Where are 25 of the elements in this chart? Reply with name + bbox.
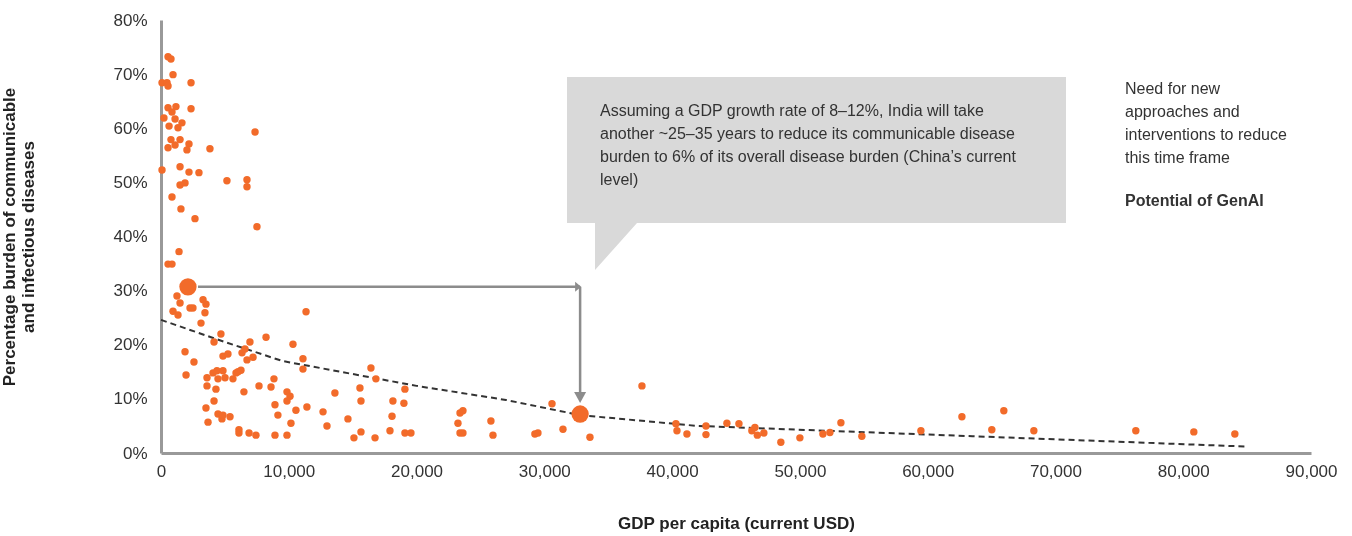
y-tick-label: 40% xyxy=(113,227,148,246)
x-tick-label: 80,000 xyxy=(1157,461,1210,481)
x-tick-label: 20,000 xyxy=(391,461,444,481)
x-tick-label: 30,000 xyxy=(518,461,571,481)
x-tick-label: 0 xyxy=(156,461,167,481)
x-tick-label: 50,000 xyxy=(774,461,827,481)
x-tick-label: 10,000 xyxy=(263,461,316,481)
y-axis-title: Percentage burden of communicable and infectious diseases xyxy=(0,87,39,387)
y-tick-label: 70% xyxy=(113,64,148,84)
x-tick-label: 60,000 xyxy=(902,461,955,481)
y-tick-label: 50% xyxy=(113,172,148,192)
y-tick-label: 60% xyxy=(113,118,148,138)
x-tick-label: 40,000 xyxy=(646,461,699,481)
annotation: Potential of GenAI xyxy=(1125,191,1265,211)
y-tick-label: 10% xyxy=(113,389,148,409)
annotation: Need for new approaches and interventions to reduce this time frame xyxy=(1125,79,1288,168)
annotation: Assuming a GDP growth rate of 8–12%, India will take another ~25–35 years to reduce its communicable disease burden to 6% of its overall disease burden (China’s current level) xyxy=(600,101,1017,190)
y-tick-label: 30% xyxy=(113,281,148,301)
y-tick-label: 80% xyxy=(113,10,148,30)
x-axis-title: GDP per capita (current USD) xyxy=(618,513,855,533)
y-tick-label: 0% xyxy=(122,443,148,463)
x-tick-label: 90,000 xyxy=(1285,461,1338,481)
line-series xyxy=(160,318,1246,448)
x-tick-label: 70,000 xyxy=(1029,461,1082,481)
y-tick-label: 20% xyxy=(113,335,148,355)
